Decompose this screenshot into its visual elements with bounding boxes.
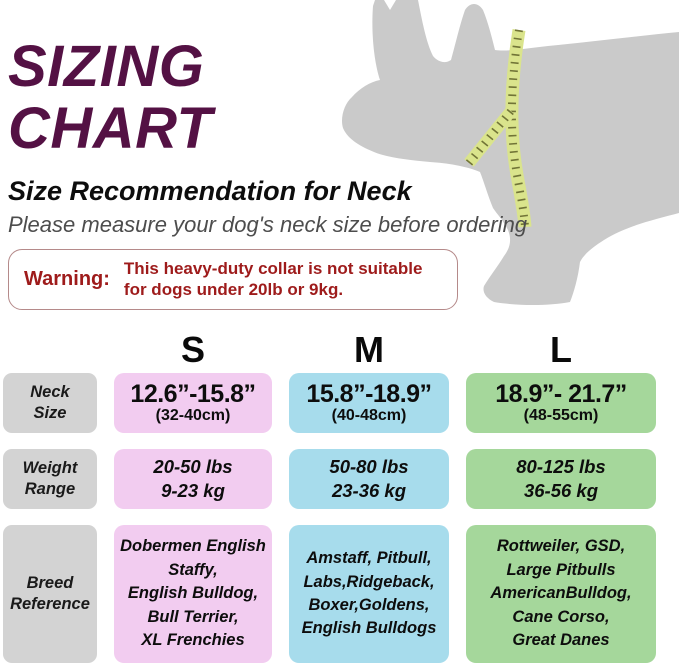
neck-size-cell-s: 12.6”-15.8” (32-40cm) — [114, 373, 272, 433]
page-title-line2: CHART — [8, 96, 213, 161]
neck-size-m-inches: 15.8”-18.9” — [306, 379, 432, 408]
warning-message: This heavy-duty collar is not suitable f… — [123, 258, 423, 299]
neck-size-l-cm: (48-55cm) — [523, 406, 599, 424]
neck-size-row-label: Neck Size — [3, 373, 97, 433]
breed-list-m: Amstaff, Pitbull, Labs,Ridgeback, Boxer,… — [301, 549, 437, 638]
weight-range-cell-m: 50-80 lbs 23-36 kg — [289, 449, 449, 509]
weight-m-kg: 23-36 kg — [331, 480, 407, 501]
warning-box: Warning: This heavy-duty collar is not s… — [8, 249, 458, 310]
weight-range-row-label: Weight Range — [3, 449, 97, 509]
size-header-m: M — [354, 329, 384, 370]
neck-size-m-cm: (40-48cm) — [331, 406, 407, 424]
dog-silhouette-illustration — [342, 0, 679, 305]
weight-l-kg: 36-56 kg — [523, 480, 599, 501]
size-header-l: L — [550, 329, 572, 370]
weight-s-kg: 9-23 kg — [161, 480, 225, 501]
neck-size-s-cm: (32-40cm) — [155, 406, 231, 424]
breed-reference-row-label: Breed Reference — [3, 525, 97, 663]
size-header-spacer — [3, 331, 97, 368]
neck-size-l-inches: 18.9”- 21.7” — [495, 379, 627, 408]
neck-size-s-inches: 12.6”-15.8” — [130, 379, 256, 408]
size-header-s: S — [180, 329, 205, 370]
weight-range-cell-s: 20-50 lbs 9-23 kg — [114, 449, 272, 509]
measuring-tape-ticks-diagonal — [465, 108, 515, 166]
size-header-row: S M L — [3, 331, 656, 368]
measuring-tape-ticks-vertical — [507, 29, 529, 228]
warning-label: Warning: — [24, 268, 110, 290]
breed-reference-cell-m: Amstaff, Pitbull, Labs,Ridgeback, Boxer,… — [289, 525, 449, 663]
tagline: Please measure your dog's neck size befo… — [8, 212, 528, 237]
weight-s-lbs: 20-50 lbs — [153, 455, 233, 477]
weight-m-lbs: 50-80 lbs — [329, 455, 409, 477]
weight-range-cell-l: 80-125 lbs 36-56 kg — [466, 449, 656, 509]
weight-l-lbs: 80-125 lbs — [516, 455, 606, 477]
breed-list-s: Dobermen English Staffy, English Bulldog… — [120, 537, 266, 650]
breed-reference-cell-l: Rottweiler, GSD, Large Pitbulls American… — [466, 525, 656, 663]
breed-reference-cell-s: Dobermen English Staffy, English Bulldog… — [114, 525, 272, 663]
neck-size-cell-m: 15.8”-18.9” (40-48cm) — [289, 373, 449, 433]
breed-list-l: Rottweiler, GSD, Large Pitbulls American… — [490, 537, 632, 650]
subtitle: Size Recommendation for Neck — [8, 176, 412, 206]
sizing-table: Neck Size 12.6”-15.8” (32-40cm) 15.8”-18… — [3, 373, 656, 663]
page-title-line1: SIZING — [8, 34, 205, 99]
neck-size-cell-l: 18.9”- 21.7” (48-55cm) — [466, 373, 656, 433]
page-title: SIZING CHART — [8, 36, 212, 160]
